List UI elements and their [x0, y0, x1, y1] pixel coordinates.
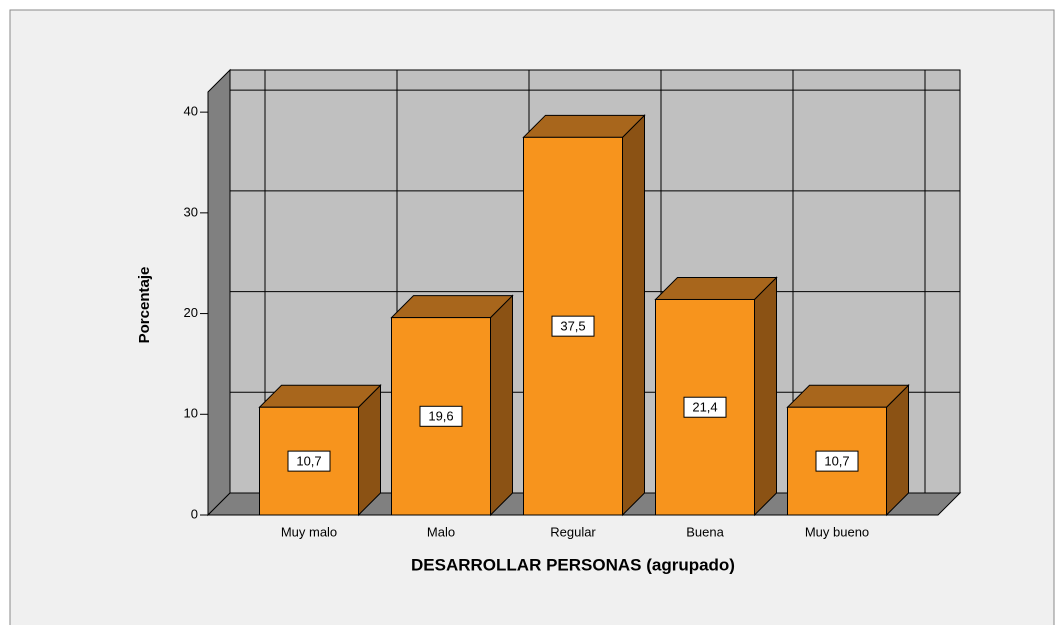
bar-side — [490, 294, 513, 517]
bar-side — [622, 114, 645, 517]
bar-top — [258, 384, 382, 408]
x-tick-label: Muy malo — [281, 524, 337, 539]
value-label-box — [551, 315, 595, 337]
value-label-box — [287, 450, 331, 472]
value-label: 37,5 — [560, 319, 585, 334]
value-label: 10,7 — [824, 454, 849, 469]
value-label-box — [419, 405, 463, 427]
y-tick-label: 10 — [184, 406, 198, 421]
x-axis-title: DESARROLLAR PERSONAS (agrupado) — [411, 555, 735, 574]
x-tick-label: Buena — [686, 524, 724, 539]
bar-side — [886, 384, 909, 517]
value-label: 10,7 — [296, 454, 321, 469]
bar-top — [522, 114, 646, 138]
y-tick-label: 0 — [191, 506, 198, 521]
bar — [259, 406, 359, 516]
bar-side — [754, 276, 777, 517]
bar-side — [358, 384, 381, 517]
value-label: 21,4 — [692, 400, 717, 415]
left-wall — [207, 68, 231, 517]
x-tick-label: Regular — [550, 524, 596, 539]
y-tick-label: 20 — [184, 305, 198, 320]
y-axis-title: Porcentaje — [136, 267, 153, 344]
bar-top — [654, 276, 778, 300]
value-label: 19,6 — [428, 409, 453, 424]
y-tick-label: 30 — [184, 204, 198, 219]
value-label-box — [815, 450, 859, 472]
x-tick-label: Muy bueno — [805, 524, 869, 539]
bar-top — [786, 384, 910, 408]
value-label-box — [683, 396, 727, 418]
bar-top — [390, 295, 514, 319]
y-tick-label: 40 — [184, 104, 198, 119]
x-tick-label: Malo — [427, 524, 455, 539]
